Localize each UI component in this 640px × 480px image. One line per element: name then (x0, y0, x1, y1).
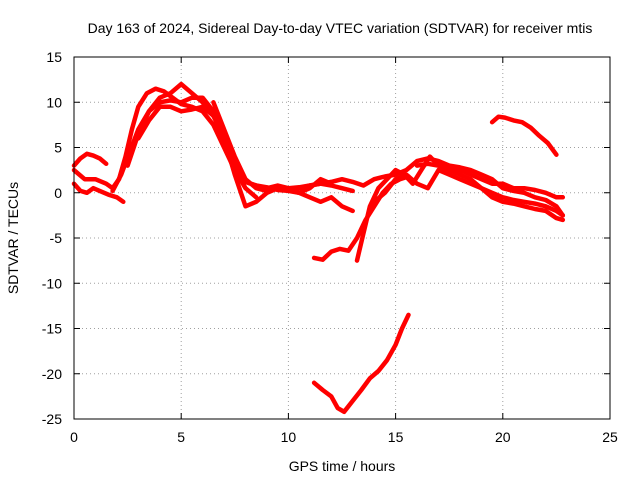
y-axis-label: SDTVAR / TECUs (5, 182, 21, 294)
axis-ticks (73, 56, 611, 420)
y-tick-label: -10 (42, 275, 62, 291)
y-tick-label: -15 (42, 321, 62, 337)
y-tick-label: -5 (50, 230, 63, 246)
data-series (71, 81, 566, 415)
series-arc-13 (311, 312, 411, 415)
x-axis-label: GPS time / hours (289, 458, 396, 474)
tick-labels: 0 5 10 15 20 25 -25 -20 -15 -10 -5 0 5 10 15 (42, 49, 618, 445)
y-tick-label: -25 (42, 411, 62, 427)
x-tick-label: 10 (281, 429, 297, 445)
y-tick-label: 0 (54, 185, 62, 201)
y-tick-label: 5 (54, 140, 62, 156)
y-tick-label: 10 (46, 94, 62, 110)
y-tick-label: -20 (42, 366, 62, 382)
x-tick-label: 25 (602, 429, 618, 445)
x-tick-label: 5 (177, 429, 185, 445)
series-arc-10 (371, 167, 566, 218)
x-tick-label: 0 (70, 429, 78, 445)
series-arc-12 (489, 114, 559, 157)
series-arc-11 (414, 161, 566, 200)
series-arc-2 (71, 181, 126, 205)
series-arc-1 (71, 151, 109, 168)
y-tick-label: 15 (46, 49, 62, 65)
x-tick-label: 20 (495, 429, 511, 445)
series-arc-6 (136, 104, 355, 214)
chart-title: Day 163 of 2024, Sidereal Day-to-day VTE… (88, 20, 593, 36)
series-arc-9 (354, 154, 566, 263)
x-tick-label: 15 (388, 429, 404, 445)
